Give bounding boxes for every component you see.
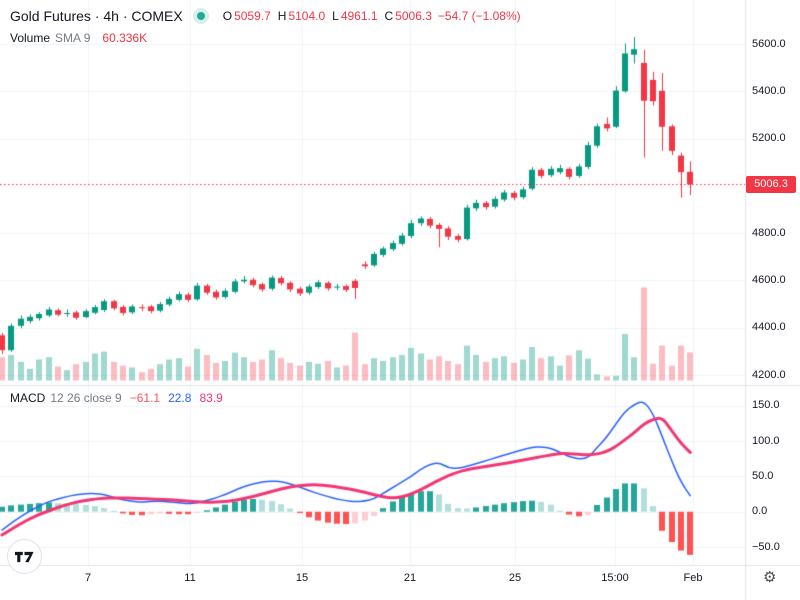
time-tick-label: 15:00 xyxy=(601,572,629,584)
price-tick-label: 4800.0 xyxy=(752,226,786,239)
macd-tick-label: 50.0 xyxy=(752,469,774,482)
ohlc-close-value: 5006.3 xyxy=(395,9,432,23)
price-tick-label: 4200.0 xyxy=(752,368,786,381)
macd-indicator-params: 12 26 close 9 xyxy=(50,390,122,405)
ohlc-high-value: 5104.0 xyxy=(288,9,326,23)
ohlc-low-label: L xyxy=(332,9,339,23)
tradingview-logo-glyph xyxy=(15,551,34,562)
tradingview-logo[interactable] xyxy=(7,539,42,574)
macd-signal-value: 83.9 xyxy=(199,390,223,405)
price-tick-label: 4600.0 xyxy=(752,273,786,286)
time-tick-label: 21 xyxy=(403,572,417,584)
time-tick-label: 11 xyxy=(184,572,196,584)
volume-indicator-value: 60.336K xyxy=(102,30,148,45)
price-tick-label: 5600.0 xyxy=(752,37,786,50)
time-tick-label: 25 xyxy=(508,572,522,584)
last-price-badge: 5006.3 xyxy=(746,175,796,193)
ohlc-open-label: O xyxy=(222,9,233,23)
volume-indicator-title[interactable]: Volume xyxy=(10,30,51,45)
ohlc-close-label: C xyxy=(384,9,394,23)
market-status-icon[interactable] xyxy=(196,12,205,20)
time-axis[interactable]: 7 11 15 21 25 15:00 Feb xyxy=(0,566,745,600)
price-tick-label: 4400.0 xyxy=(752,321,786,334)
symbol-legend: Gold Futures · 4h · COMEX O 5059.7 H 510… xyxy=(10,7,521,25)
ohlc-low-value: 4961.1 xyxy=(340,9,378,23)
volume-legend: Volume SMA 9 60.336K xyxy=(10,30,147,45)
settings-gear-icon[interactable]: ⚙ xyxy=(763,569,777,586)
macd-tick-label: 0.0 xyxy=(752,505,768,518)
price-tick-label: 5400.0 xyxy=(752,84,786,97)
macd-tick-label: 150.0 xyxy=(752,399,780,412)
time-tick-label: 7 xyxy=(84,572,92,584)
macd-histogram-value: −61.1 xyxy=(129,390,161,405)
price-axis[interactable]: 5600.0 5400.0 5200.0 4800.0 4600.0 4400.0 4200… xyxy=(746,0,800,565)
macd-tick-label: 100.0 xyxy=(752,434,780,447)
volume-indicator-params: SMA 9 xyxy=(55,30,91,45)
time-tick-label: Feb xyxy=(683,572,703,584)
ohlc-open-value: 5059.7 xyxy=(234,9,271,23)
symbol-title[interactable]: Gold Futures · 4h · COMEX xyxy=(10,8,183,24)
macd-tick-label: −50.0 xyxy=(752,540,780,553)
price-tick-label: 5200.0 xyxy=(752,132,786,145)
ohlc-high-label: H xyxy=(277,9,287,23)
time-tick-label: 15 xyxy=(295,572,309,584)
ohlc-readout: O 5059.7 H 5104.0 L 4961.1 C 5006.3 −54.… xyxy=(223,9,521,23)
macd-indicator-title[interactable]: MACD xyxy=(10,390,46,405)
macd-line-value: 22.8 xyxy=(168,390,192,405)
macd-legend: MACD 12 26 close 9 −61.1 22.8 83.9 xyxy=(10,390,223,405)
price-change-value: −54.7 (−1.08%) xyxy=(437,9,521,23)
